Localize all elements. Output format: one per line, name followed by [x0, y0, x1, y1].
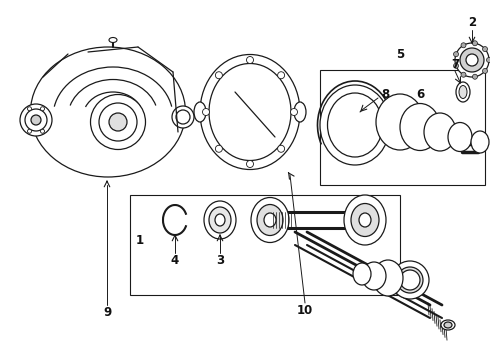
Ellipse shape — [264, 213, 276, 227]
Ellipse shape — [454, 63, 459, 68]
Ellipse shape — [441, 320, 455, 330]
Text: 6: 6 — [416, 89, 424, 102]
Ellipse shape — [373, 260, 403, 296]
Ellipse shape — [99, 103, 137, 141]
Ellipse shape — [200, 54, 300, 170]
Ellipse shape — [483, 68, 488, 73]
Ellipse shape — [215, 214, 225, 226]
Ellipse shape — [30, 47, 186, 177]
Text: 7: 7 — [451, 58, 459, 72]
Ellipse shape — [246, 161, 253, 167]
Text: 4: 4 — [171, 253, 179, 266]
Ellipse shape — [91, 94, 146, 149]
Ellipse shape — [20, 104, 52, 136]
Ellipse shape — [25, 109, 47, 131]
Ellipse shape — [327, 93, 383, 157]
Ellipse shape — [172, 106, 194, 128]
Ellipse shape — [278, 72, 285, 79]
Ellipse shape — [362, 262, 386, 290]
Ellipse shape — [456, 82, 470, 102]
Ellipse shape — [472, 41, 477, 46]
Ellipse shape — [204, 201, 236, 239]
Ellipse shape — [202, 108, 210, 116]
Ellipse shape — [444, 322, 452, 328]
Ellipse shape — [455, 43, 489, 77]
Ellipse shape — [246, 57, 253, 63]
Ellipse shape — [27, 129, 31, 133]
Ellipse shape — [454, 52, 459, 57]
Ellipse shape — [31, 115, 41, 125]
Ellipse shape — [483, 46, 488, 51]
Ellipse shape — [400, 104, 440, 150]
Ellipse shape — [251, 198, 289, 243]
Ellipse shape — [176, 110, 190, 124]
Text: 9: 9 — [103, 306, 111, 319]
Text: 10: 10 — [297, 303, 313, 316]
Text: 1: 1 — [136, 234, 144, 247]
Ellipse shape — [424, 113, 456, 151]
Ellipse shape — [109, 37, 117, 42]
Ellipse shape — [27, 107, 31, 111]
Ellipse shape — [320, 85, 390, 165]
Ellipse shape — [216, 145, 222, 152]
Ellipse shape — [471, 131, 489, 153]
Ellipse shape — [459, 85, 467, 99]
Text: 2: 2 — [468, 15, 476, 28]
Ellipse shape — [209, 63, 291, 161]
Ellipse shape — [353, 263, 371, 285]
Ellipse shape — [351, 203, 379, 237]
Ellipse shape — [466, 54, 478, 66]
Ellipse shape — [487, 58, 490, 63]
Ellipse shape — [257, 204, 283, 235]
Ellipse shape — [391, 261, 429, 299]
Ellipse shape — [461, 43, 466, 48]
Ellipse shape — [472, 74, 477, 79]
Ellipse shape — [291, 108, 297, 116]
Ellipse shape — [359, 213, 371, 227]
Ellipse shape — [294, 102, 306, 122]
Ellipse shape — [194, 102, 206, 122]
Ellipse shape — [41, 107, 45, 111]
Ellipse shape — [376, 94, 424, 150]
Ellipse shape — [41, 129, 45, 133]
Bar — [130, 195, 400, 295]
Ellipse shape — [400, 270, 420, 290]
Text: 8: 8 — [381, 89, 389, 102]
Ellipse shape — [209, 207, 231, 233]
Ellipse shape — [397, 267, 423, 293]
Text: 3: 3 — [216, 253, 224, 266]
Ellipse shape — [460, 48, 484, 72]
Ellipse shape — [344, 195, 386, 245]
Ellipse shape — [216, 72, 222, 79]
Bar — [320, 70, 485, 185]
Ellipse shape — [278, 145, 285, 152]
Ellipse shape — [109, 113, 127, 131]
Ellipse shape — [461, 72, 466, 77]
Ellipse shape — [448, 122, 472, 152]
Text: 5: 5 — [396, 49, 404, 62]
